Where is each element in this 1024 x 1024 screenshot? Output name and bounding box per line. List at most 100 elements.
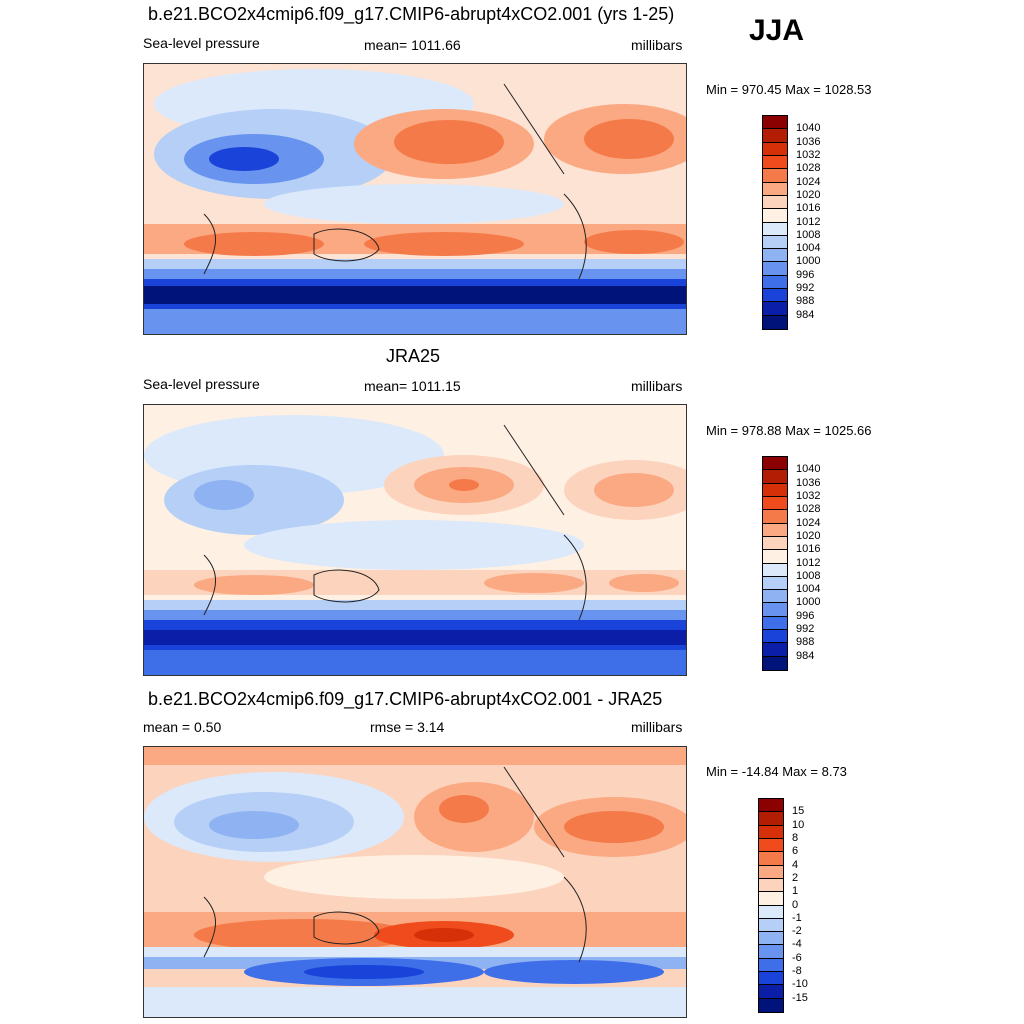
panel3-contour-field xyxy=(144,747,686,1017)
panel3-title: b.e21.BCO2x4cmip6.f09_g17.CMIP6-abrupt4x… xyxy=(148,689,663,709)
panel3-colorbar-tick-label: 8 xyxy=(792,831,799,844)
panel2-title: JRA25 xyxy=(386,346,441,366)
panel3-colorbar-swatch xyxy=(759,878,783,893)
panel3-colorbar-swatch xyxy=(759,812,783,826)
panel1-colorbar xyxy=(762,115,788,330)
panel2-colorbar-tick-label: 1012 xyxy=(796,556,821,569)
panel2-colorbar-swatch xyxy=(763,510,787,524)
panel2-colorbar-tick-label: 1040 xyxy=(796,463,821,476)
panel3-colorbar-swatch xyxy=(759,998,783,1012)
panel1-minmax-label: Min = 970.45 Max = 1028.53 xyxy=(706,82,872,97)
panel1-colorbar-tick-label: 1012 xyxy=(796,215,821,228)
panel3-colorbar-swatch xyxy=(759,825,783,839)
panel1-colorbar-tick-label: 1040 xyxy=(796,122,821,135)
panel1-colorbar-swatch xyxy=(763,315,787,329)
panel1-colorbar-swatch xyxy=(763,129,787,143)
panel3-colorbar-tick-label: -15 xyxy=(792,991,808,1004)
panel1-colorbar-swatch xyxy=(763,195,787,210)
panel3-colorbar-swatch xyxy=(759,918,783,933)
panel3-colorbar-swatch xyxy=(759,972,783,986)
panel3-colorbar-swatch xyxy=(759,865,783,879)
panel3-units-label: millibars xyxy=(631,719,683,735)
panel1-colorbar-swatch xyxy=(763,262,787,276)
panel3-difference-map xyxy=(143,746,687,1018)
panel2-units-label: millibars xyxy=(631,378,683,394)
panel1-colorbar-swatch xyxy=(763,302,787,316)
panel1-slp-map xyxy=(143,63,687,335)
panel2-colorbar-tick-label: 996 xyxy=(796,609,815,622)
panel3-colorbar-tick-label: -10 xyxy=(792,978,808,991)
panel1-colorbar-swatch xyxy=(763,249,787,263)
panel2-colorbar-tick-label: 1028 xyxy=(796,503,821,516)
panel1-colorbar-tick-label: 1004 xyxy=(796,242,821,255)
panel3-colorbar-swatch xyxy=(759,958,783,973)
panel3-colorbar-swatch xyxy=(759,892,783,906)
panel2-colorbar-tick-label: 988 xyxy=(796,636,815,649)
panel3-colorbar-tick-label: -4 xyxy=(792,938,802,951)
panel3-colorbar-tick-label: 1 xyxy=(792,885,799,898)
panel3-colorbar-tick-label: 10 xyxy=(792,818,805,831)
panel2-colorbar-swatch xyxy=(763,643,787,657)
panel3-colorbar-swatch xyxy=(759,799,783,813)
panel1-colorbar-tick-label: 1032 xyxy=(796,148,821,161)
panel2-colorbar-swatch xyxy=(763,603,787,617)
panel2-colorbar-swatch xyxy=(763,590,787,604)
panel2-colorbar-tick-label: 1024 xyxy=(796,516,821,529)
panel1-title: b.e21.BCO2x4cmip6.f09_g17.CMIP6-abrupt4x… xyxy=(148,4,675,24)
panel1-colorbar-swatch xyxy=(763,182,787,196)
panel2-colorbar-swatch xyxy=(763,550,787,564)
panel3-colorbar-tick-label: 0 xyxy=(792,898,799,911)
panel3-colorbar-swatch xyxy=(759,985,783,999)
panel2-mean-label: mean= 1011.15 xyxy=(364,378,461,394)
panel2-slp-map xyxy=(143,404,687,676)
panel2-colorbar-swatch xyxy=(763,457,787,471)
panel1-colorbar-swatch xyxy=(763,275,787,290)
panel1-colorbar-swatch xyxy=(763,209,787,223)
panel1-colorbar-tick-label: 1016 xyxy=(796,202,821,215)
panel1-colorbar-swatch xyxy=(763,235,787,250)
panel1-colorbar-tick-label: 1028 xyxy=(796,162,821,175)
panel2-colorbar-tick-label: 1008 xyxy=(796,569,821,582)
panel1-colorbar-tick-label: 1020 xyxy=(796,188,821,201)
panel1-colorbar-swatch xyxy=(763,142,787,156)
panel2-colorbar-swatch xyxy=(763,483,787,497)
panel2-colorbar-swatch xyxy=(763,576,787,591)
panel1-colorbar-swatch xyxy=(763,222,787,236)
panel1-contour-field xyxy=(144,64,686,334)
panel3-colorbar-tick-label: 4 xyxy=(792,858,799,871)
panel3-colorbar-tick-label: -2 xyxy=(792,925,802,938)
panel1-colorbar-swatch xyxy=(763,289,787,303)
panel2-colorbar-tick-label: 992 xyxy=(796,623,815,636)
panel3-minmax-label: Min = -14.84 Max = 8.73 xyxy=(706,764,847,779)
panel2-colorbar xyxy=(762,456,788,671)
panel3-colorbar-tick-label: -8 xyxy=(792,965,802,978)
panel1-units-label: millibars xyxy=(631,37,683,53)
panel3-rmse-label: rmse = 3.14 xyxy=(370,719,445,735)
panel2-colorbar-tick-label: 984 xyxy=(796,649,815,662)
panel2-colorbar-swatch xyxy=(763,630,787,644)
panel3-mean-label: mean = 0.50 xyxy=(143,719,222,735)
panel1-colorbar-swatch xyxy=(763,155,787,170)
panel1-colorbar-tick-label: 996 xyxy=(796,268,815,281)
panel1-colorbar-tick-label: 1000 xyxy=(796,255,821,268)
panel1-colorbar-swatch xyxy=(763,116,787,130)
panel3-colorbar xyxy=(758,798,784,1013)
panel3-colorbar-swatch xyxy=(759,945,783,959)
panel3-colorbar-swatch xyxy=(759,932,783,946)
panel3-colorbar-swatch xyxy=(759,905,783,919)
panel3-colorbar-tick-label: -1 xyxy=(792,911,802,924)
panel3-colorbar-swatch xyxy=(759,838,783,853)
panel2-minmax-label: Min = 978.88 Max = 1025.66 xyxy=(706,423,872,438)
panel2-variable-label: Sea-level pressure xyxy=(143,376,260,392)
panel1-mean-label: mean= 1011.66 xyxy=(364,37,461,53)
panel1-colorbar-tick-label: 1008 xyxy=(796,228,821,241)
panel2-colorbar-swatch xyxy=(763,616,787,631)
panel2-colorbar-swatch xyxy=(763,536,787,551)
panel1-colorbar-tick-label: 992 xyxy=(796,282,815,295)
panel3-colorbar-tick-label: 2 xyxy=(792,871,799,884)
panel2-colorbar-swatch xyxy=(763,563,787,577)
panel3-colorbar-tick-label: 6 xyxy=(792,845,799,858)
panel3-colorbar-tick-label: -6 xyxy=(792,951,802,964)
panel2-colorbar-swatch xyxy=(763,523,787,537)
panel2-colorbar-tick-label: 1004 xyxy=(796,583,821,596)
